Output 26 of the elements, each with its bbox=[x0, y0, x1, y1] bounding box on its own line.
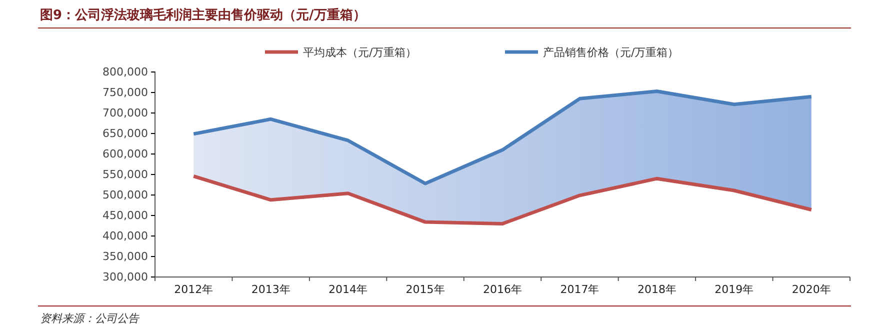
y-tick-label: 450,000 bbox=[102, 209, 148, 222]
y-tick-label: 350,000 bbox=[102, 250, 148, 264]
y-tick-label: 300,000 bbox=[102, 270, 148, 284]
y-tick-label: 650,000 bbox=[102, 127, 148, 140]
y-tick-label: 750,000 bbox=[102, 86, 148, 100]
line-series bbox=[192, 90, 814, 186]
y-tick-label: 400,000 bbox=[102, 230, 148, 243]
line-series bbox=[192, 174, 814, 226]
x-tick-label: 2020年 bbox=[792, 283, 831, 296]
x-tick-label: 2014年 bbox=[328, 283, 368, 296]
x-tick-label: 2017年 bbox=[560, 283, 600, 296]
legend-label: 产品销售价格（元/万重箱） bbox=[543, 46, 679, 59]
x-tick-label: 2013年 bbox=[251, 283, 290, 296]
x-tick-label: 2012年 bbox=[174, 283, 214, 296]
y-tick-label: 700,000 bbox=[102, 106, 148, 120]
x-tick-label: 2015年 bbox=[406, 283, 445, 296]
chart-title: 图9：公司浮法玻璃毛利润主要由售价驱动（元/万重箱） bbox=[40, 7, 366, 23]
x-tick-label: 2016年 bbox=[483, 283, 522, 296]
y-tick-label: 600,000 bbox=[102, 148, 148, 161]
legend-label: 平均成本（元/万重箱） bbox=[303, 46, 417, 59]
x-tick-label: 2018年 bbox=[637, 283, 676, 296]
y-tick-label: 800,000 bbox=[102, 66, 148, 79]
text: 资料来源：公司公告 bbox=[40, 312, 140, 325]
x-tick-label: 2019年 bbox=[714, 283, 754, 296]
y-tick-label: 500,000 bbox=[102, 188, 148, 202]
y-tick-label: 550,000 bbox=[102, 168, 148, 182]
